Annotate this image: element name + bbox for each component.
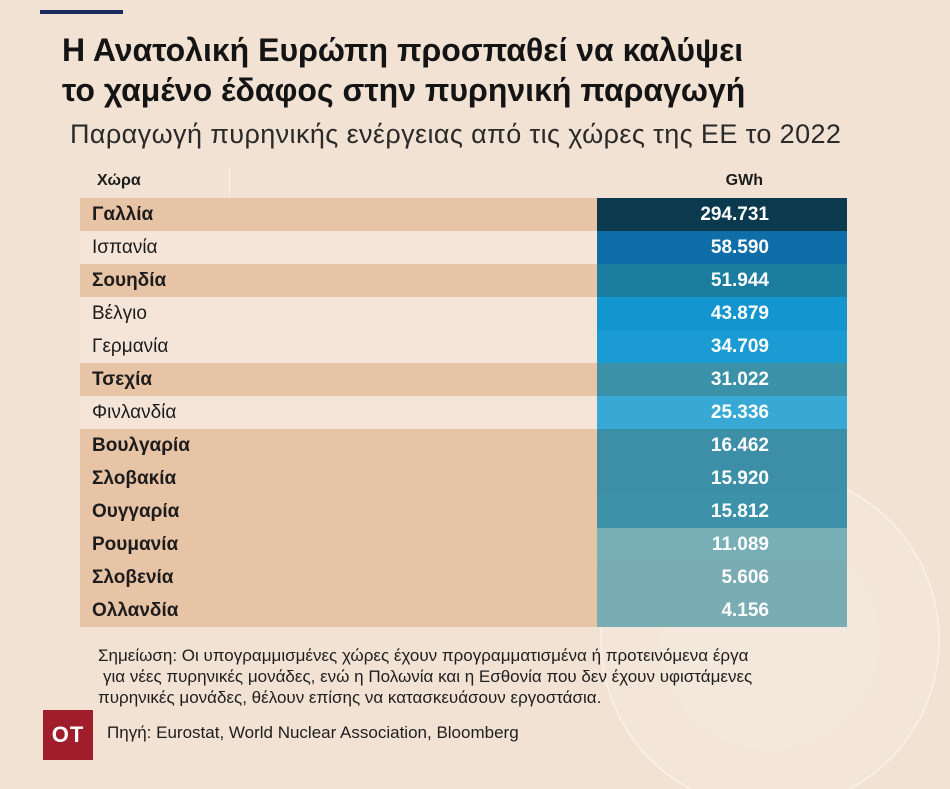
gwh-value-cell: 16.462 — [597, 429, 847, 462]
chart-subtitle: Παραγωγή πυρηνικής ενέργειας από τις χώρ… — [70, 119, 842, 149]
source-credit: Πηγή: Eurostat, World Nuclear Associatio… — [107, 723, 519, 742]
chart-title: Η Ανατολική Ευρώπη προσπαθεί να καλύψει … — [62, 30, 745, 110]
footnote-line-2: για νέες πυρηνικές μονάδες, ενώ η Πολωνί… — [103, 667, 753, 686]
table-row: Ολλανδία 4.156 — [80, 594, 847, 627]
footnote: Σημείωση: Οι υπογραμμισμένες χώρες έχουν… — [98, 645, 752, 708]
accent-bar — [40, 10, 123, 14]
gwh-value-cell: 15.920 — [597, 462, 847, 495]
country-cell: Γερμανία — [80, 330, 597, 363]
table-row: Σουηδία 51.944 — [80, 264, 847, 297]
gwh-value-cell: 11.089 — [597, 528, 847, 561]
country-cell: Γαλλία — [80, 198, 597, 231]
country-cell: Σλοβενία — [80, 561, 597, 594]
ot-logo: OT — [43, 710, 93, 760]
country-cell: Τσεχία — [80, 363, 597, 396]
country-cell: Σλοβακία — [80, 462, 597, 495]
table-row: Ουγγαρία 15.812 — [80, 495, 847, 528]
country-cell: Φινλανδία — [80, 396, 597, 429]
table-row: Σλοβακία 15.920 — [80, 462, 847, 495]
gwh-value-cell: 58.590 — [597, 231, 847, 264]
header-divider — [229, 166, 230, 196]
gwh-value-cell: 43.879 — [597, 297, 847, 330]
table-row: Βέλγιο 43.879 — [80, 297, 847, 330]
column-header-country: Χώρα — [97, 172, 141, 189]
country-cell: Ρουμανία — [80, 528, 597, 561]
gwh-value-cell: 31.022 — [597, 363, 847, 396]
footnote-line-1: Σημείωση: Οι υπογραμμισμένες χώρες έχουν… — [98, 646, 749, 665]
gwh-value-cell: 34.709 — [597, 330, 847, 363]
table-row: Ρουμανία 11.089 — [80, 528, 847, 561]
footnote-line-3: πυρηνικές μονάδες, θέλουν επίσης να κατα… — [98, 688, 602, 707]
gwh-value-cell: 4.156 — [597, 594, 847, 627]
chart-title-line-1: Η Ανατολική Ευρώπη προσπαθεί να καλύψει — [62, 32, 744, 68]
country-cell: Ουγγαρία — [80, 495, 597, 528]
table-header: Χώρα GWh — [80, 166, 847, 196]
chart-title-line-2: το χαμένο έδαφος στην πυρηνική παραγωγή — [62, 72, 746, 108]
country-cell: Ολλανδία — [80, 594, 597, 627]
country-cell: Βουλγαρία — [80, 429, 597, 462]
gwh-value-cell: 15.812 — [597, 495, 847, 528]
country-cell: Σουηδία — [80, 264, 597, 297]
table-row: Γαλλία 294.731 — [80, 198, 847, 231]
gwh-value-cell: 294.731 — [597, 198, 847, 231]
gwh-value-cell: 25.336 — [597, 396, 847, 429]
table-row: Ισπανία 58.590 — [80, 231, 847, 264]
gwh-value-cell: 51.944 — [597, 264, 847, 297]
table-body: Γαλλία 294.731 Ισπανία 58.590 Σουηδία 51.944 Β… — [80, 198, 847, 627]
table-row: Γερμανία 34.709 — [80, 330, 847, 363]
country-cell: Βέλγιο — [80, 297, 597, 330]
table-row: Φινλανδία 25.336 — [80, 396, 847, 429]
gwh-value-cell: 5.606 — [597, 561, 847, 594]
country-cell: Ισπανία — [80, 231, 597, 264]
column-header-gwh: GWh — [725, 172, 763, 189]
table-row: Βουλγαρία 16.462 — [80, 429, 847, 462]
table-row: Τσεχία 31.022 — [80, 363, 847, 396]
table-row: Σλοβενία 5.606 — [80, 561, 847, 594]
